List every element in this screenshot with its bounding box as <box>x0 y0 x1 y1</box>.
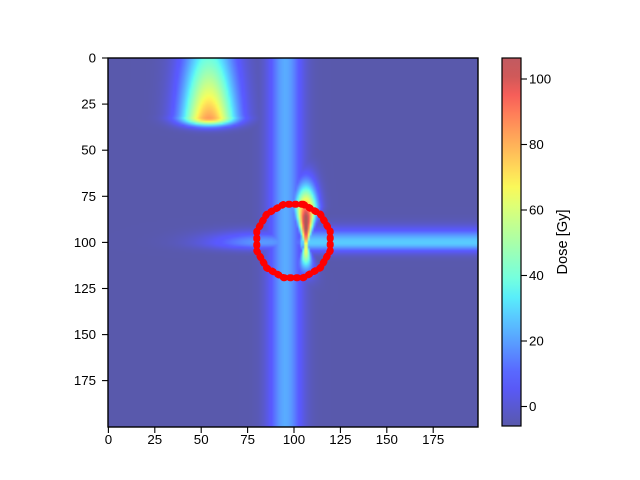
svg-text:Dose [Gy]: Dose [Gy] <box>555 209 571 274</box>
svg-text:150: 150 <box>74 327 96 342</box>
svg-text:75: 75 <box>81 189 96 204</box>
svg-text:150: 150 <box>376 432 398 447</box>
svg-text:75: 75 <box>240 432 255 447</box>
svg-text:40: 40 <box>529 268 544 283</box>
svg-text:175: 175 <box>422 432 444 447</box>
svg-text:25: 25 <box>81 97 96 112</box>
svg-text:100: 100 <box>529 72 551 87</box>
svg-text:0: 0 <box>529 399 536 414</box>
svg-text:175: 175 <box>74 373 96 388</box>
svg-text:125: 125 <box>329 432 351 447</box>
svg-text:100: 100 <box>74 235 96 250</box>
svg-text:80: 80 <box>529 137 544 152</box>
svg-text:100: 100 <box>283 432 305 447</box>
svg-text:25: 25 <box>147 432 162 447</box>
svg-text:50: 50 <box>194 432 209 447</box>
svg-text:20: 20 <box>529 334 544 349</box>
svg-text:0: 0 <box>105 432 112 447</box>
svg-text:60: 60 <box>529 203 544 218</box>
svg-text:0: 0 <box>89 51 96 66</box>
svg-text:125: 125 <box>74 281 96 296</box>
svg-text:50: 50 <box>81 143 96 158</box>
